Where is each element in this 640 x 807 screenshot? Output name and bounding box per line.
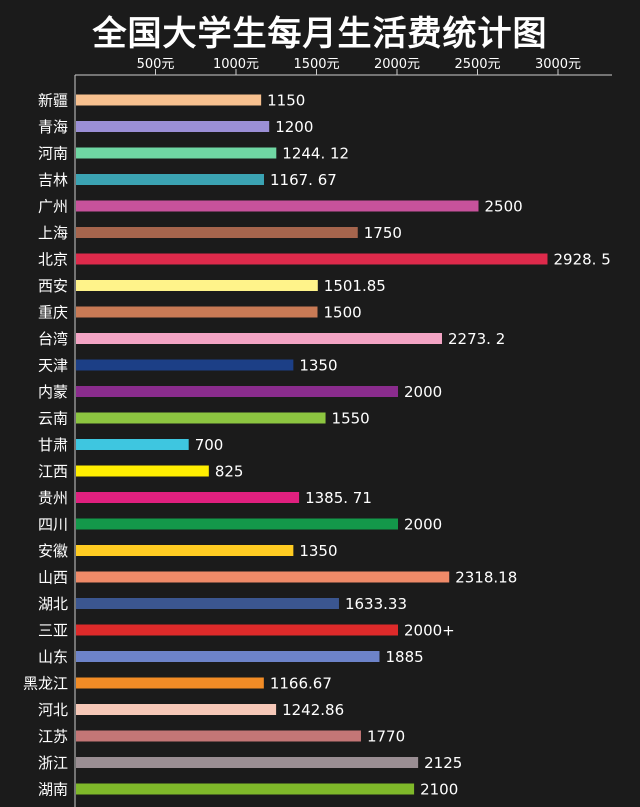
category-label: 河北: [38, 701, 68, 719]
bar: [76, 200, 479, 212]
bar: [76, 757, 419, 768]
bar: [76, 783, 415, 795]
category-label: 贵州: [38, 489, 68, 507]
value-label: 1885: [385, 648, 423, 666]
value-label: 2000: [404, 516, 442, 534]
value-label: 1167. 67: [270, 171, 337, 189]
bar: [76, 704, 277, 715]
value-label: 2318.18: [455, 569, 517, 587]
x-tick-label: 2500元: [454, 57, 500, 72]
bar: [76, 624, 398, 636]
value-label: 2125: [424, 754, 462, 772]
category-label: 三亚: [38, 622, 68, 640]
category-label: 甘肃: [38, 436, 68, 454]
value-label: 1244. 12: [282, 145, 349, 163]
value-label: 2500: [485, 198, 523, 216]
bar: [76, 253, 548, 265]
bar: [76, 94, 262, 106]
category-label: 广州: [38, 198, 68, 216]
value-label: 1633.33: [345, 595, 407, 613]
category-label: 四川: [38, 516, 68, 534]
value-label: 825: [215, 463, 244, 481]
category-label: 山西: [38, 569, 68, 587]
bar: [76, 386, 398, 397]
x-tick-label: 3000元: [535, 57, 581, 72]
value-label: 700: [195, 436, 224, 454]
category-label: 西安: [38, 277, 68, 295]
bar: [76, 545, 294, 556]
value-label: 1242.86: [282, 701, 344, 719]
value-label: 2000: [404, 383, 442, 401]
bar: [76, 730, 361, 742]
value-label: 2000+: [404, 622, 455, 640]
category-label: 台湾: [38, 330, 68, 348]
chart-title: 全国大学生每月生活费统计图: [92, 14, 548, 54]
x-tick-label: 500元: [137, 57, 175, 72]
value-label: 1500: [324, 304, 362, 322]
x-tick-label: 1500元: [293, 57, 339, 72]
category-label: 山东: [38, 648, 68, 666]
category-label: 江西: [38, 463, 68, 481]
bar: [76, 465, 209, 477]
bar: [76, 412, 326, 424]
value-label: 2928. 5: [553, 251, 610, 269]
category-label: 新疆: [38, 92, 68, 110]
bar: [76, 492, 300, 503]
category-label: 云南: [38, 410, 68, 428]
bar: [76, 306, 318, 318]
value-label: 1501.85: [324, 277, 386, 295]
bar: [76, 677, 264, 689]
category-label: 重庆: [38, 304, 68, 322]
value-label: 1150: [267, 92, 305, 110]
value-label: 2273. 2: [448, 330, 505, 348]
category-label: 天津: [38, 357, 68, 375]
value-label: 2100: [420, 781, 458, 799]
bar: [76, 598, 339, 609]
bar: [76, 518, 398, 530]
category-label: 江苏: [38, 728, 68, 746]
value-label: 1350: [299, 542, 337, 560]
category-label: 安徽: [38, 542, 68, 560]
bar: [76, 147, 277, 159]
category-label: 湖北: [38, 595, 68, 613]
value-label: 1385. 71: [305, 489, 372, 507]
category-label: 青海: [38, 118, 68, 136]
bar: [76, 571, 450, 583]
value-label: 1770: [367, 728, 405, 746]
bar: [76, 121, 270, 132]
value-label: 1166.67: [270, 675, 332, 693]
x-tick-label: 2000元: [374, 57, 420, 72]
category-label: 北京: [38, 251, 68, 269]
bar: [76, 333, 442, 344]
category-label: 内蒙: [38, 383, 68, 401]
bar: [76, 651, 380, 662]
value-label: 1350: [299, 357, 337, 375]
bar: [76, 359, 294, 371]
bar: [76, 227, 358, 238]
category-label: 上海: [38, 224, 68, 242]
value-label: 1750: [364, 224, 402, 242]
category-label: 浙江: [38, 754, 68, 772]
category-label: 黑龙江: [23, 675, 68, 693]
bar: [76, 439, 189, 450]
bar: [76, 174, 264, 185]
category-label: 吉林: [38, 171, 68, 189]
x-tick-label: 1000元: [213, 57, 259, 72]
bar: [76, 280, 318, 291]
category-label: 湖南: [38, 781, 68, 799]
value-label: 1200: [275, 118, 313, 136]
value-label: 1550: [332, 410, 370, 428]
category-label: 河南: [38, 145, 68, 163]
